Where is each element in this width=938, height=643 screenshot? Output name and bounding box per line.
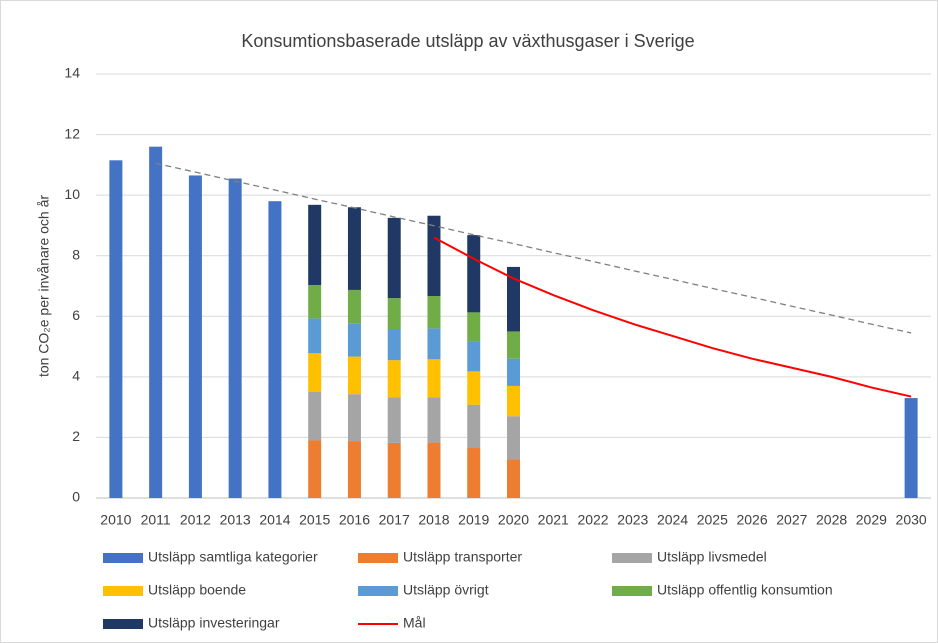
bar [467,312,481,342]
y-tick-label: 4 [72,368,80,384]
bar [228,178,242,498]
bar [347,207,361,290]
bar [149,146,163,498]
legend-label: Utsläpp investeringar [148,615,280,631]
bar [427,215,441,296]
x-tick-label: 2017 [379,512,410,528]
bar [347,323,361,357]
bar [268,201,282,498]
y-tick-label: 8 [72,246,80,262]
bar [467,235,481,313]
x-tick-label: 2010 [100,512,131,528]
legend-label: Utsläpp livsmedel [657,549,767,565]
bar [507,331,520,359]
bar [347,289,361,324]
bar [427,442,441,498]
x-tick-label: 2030 [896,512,927,528]
bar [308,353,322,392]
x-tick-label: 2028 [816,512,847,528]
bar [387,442,401,498]
bar [387,217,401,299]
legend-label: Utsläpp boende [148,582,246,598]
bar [347,356,361,395]
bar [507,416,520,460]
bar [109,160,123,499]
y-axis-label: ton CO₂e per invånare och år [36,195,52,377]
x-tick-label: 2020 [498,512,529,528]
legend-swatch [358,553,398,563]
bar [427,295,441,329]
bar [308,285,322,319]
legend-label: Utsläpp samtliga kategorier [148,549,318,565]
legend-swatch [358,586,398,596]
bar [347,441,361,498]
bar [467,404,481,449]
x-tick-label: 2025 [697,512,728,528]
bar [347,394,361,442]
x-tick-label: 2027 [776,512,807,528]
bar [427,359,441,398]
legend-swatch [103,619,143,629]
bar [308,204,322,286]
legend-swatch [612,553,652,563]
bar [467,371,481,405]
line [433,236,912,398]
x-tick-label: 2029 [856,512,887,528]
y-tick-label: 0 [72,489,80,505]
chart-title: Konsumtionsbaserade utsläpp av växthusga… [241,31,694,51]
x-tick-label: 2016 [339,512,370,528]
bar [427,397,441,443]
y-tick-label: 12 [64,125,80,141]
bar [467,341,481,372]
bar [308,392,322,441]
bar [188,175,202,498]
x-tick-label: 2011 [141,512,171,528]
bar [507,385,520,417]
x-tick-label: 2019 [458,512,489,528]
bar [387,329,401,361]
bar [467,448,481,498]
legend-label: Utsläpp offentlig konsumtion [657,582,833,598]
x-tick-label: 2014 [259,512,290,528]
bar [387,360,401,398]
legend-swatch [103,586,143,596]
x-tick-label: 2013 [220,512,251,528]
bar [308,318,322,354]
y-tick-label: 14 [64,65,80,81]
x-tick-label: 2024 [657,512,688,528]
legend-swatch [612,586,652,596]
bar [427,328,441,360]
bar [507,459,520,498]
trend-line [155,162,912,334]
x-tick-label: 2026 [736,512,767,528]
bar [387,298,401,330]
x-tick-label: 2021 [538,512,569,528]
legend-swatch [103,553,143,563]
x-tick-label: 2018 [418,512,449,528]
bar [308,440,322,498]
bar [387,397,401,443]
legend-label: Utsläpp transporter [403,549,522,565]
legend-label: Mål [403,615,426,631]
bar [507,358,520,386]
bar [507,266,520,332]
y-tick-label: 6 [72,307,80,323]
y-tick-label: 10 [64,186,80,202]
bar [904,398,918,498]
y-tick-label: 2 [72,428,80,444]
x-tick-label: 2022 [577,512,608,528]
x-tick-label: 2015 [299,512,330,528]
x-tick-label: 2023 [617,512,648,528]
legend-label: Utsläpp övrigt [403,582,489,598]
x-tick-label: 2012 [180,512,211,528]
